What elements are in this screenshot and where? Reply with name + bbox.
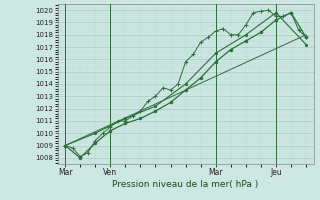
X-axis label: Pression niveau de la mer( hPa ): Pression niveau de la mer( hPa ) xyxy=(112,180,259,189)
